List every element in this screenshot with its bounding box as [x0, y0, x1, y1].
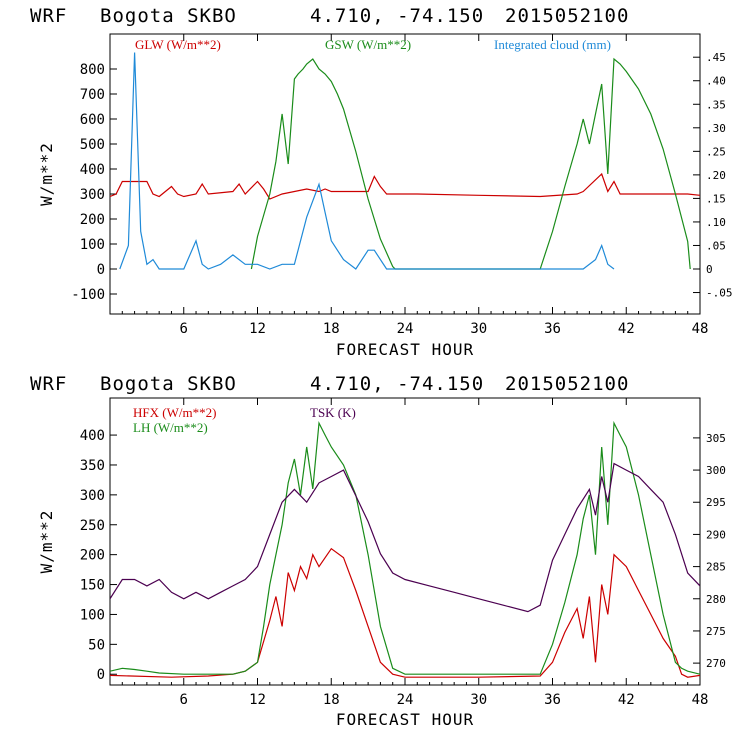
- x-tick-label: 6: [180, 692, 188, 708]
- y2-tick-label: 295: [706, 496, 726, 509]
- y-tick-label: 800: [80, 62, 105, 78]
- y-tick-label: 100: [80, 607, 105, 623]
- header-coords: 4.710, -74.150: [310, 5, 484, 27]
- y-tick-label: 100: [80, 237, 105, 253]
- header-station: Bogota SKBO: [100, 5, 237, 27]
- plot-frame: [109, 397, 701, 686]
- y2-tick-label: 275: [706, 625, 726, 638]
- x-tick-label: 12: [249, 692, 266, 708]
- y2-tick-label: .15: [706, 192, 726, 205]
- y2-tick-label: .20: [706, 169, 726, 182]
- x-tick-label: 48: [692, 321, 709, 337]
- x-tick-label: 36: [544, 321, 561, 337]
- x-axis-label: FORECAST HOUR: [336, 340, 474, 359]
- y-tick-label: 350: [80, 458, 105, 474]
- y2-tick-label: 270: [706, 657, 726, 670]
- y-tick-label: 700: [80, 87, 105, 103]
- header-coords: 4.710, -74.150: [310, 373, 484, 395]
- y-tick-label: 50: [88, 637, 105, 653]
- y2-tick-label: 305: [706, 432, 726, 445]
- legend-entry: Integrated cloud (mm): [494, 37, 611, 52]
- x-tick-label: 24: [397, 692, 414, 708]
- series-line-hfx: [110, 547, 700, 678]
- y2-tick-label: 280: [706, 593, 726, 606]
- x-tick-label: 30: [470, 692, 487, 708]
- x-tick-label: 36: [544, 692, 561, 708]
- series-line-integrated-cloud: [119, 52, 615, 270]
- y-tick-label: 0: [97, 262, 105, 278]
- y2-tick-label: .40: [706, 75, 726, 88]
- y-tick-label: -100: [71, 287, 105, 303]
- x-tick-label: 18: [323, 321, 340, 337]
- y-tick-label: 200: [80, 548, 105, 564]
- x-tick-label: 24: [397, 321, 414, 337]
- x-tick-label: 42: [618, 692, 635, 708]
- y2-tick-label: 290: [706, 528, 726, 541]
- y-tick-label: 200: [80, 212, 105, 228]
- x-tick-label: 18: [323, 692, 340, 708]
- series-line-glw: [110, 172, 700, 200]
- y-tick-label: 300: [80, 187, 105, 203]
- y2-tick-label: .05: [706, 239, 726, 252]
- y-tick-label: 400: [80, 428, 105, 444]
- x-tick-label: 42: [618, 321, 635, 337]
- legend-entry: GLW (W/m**2): [135, 37, 221, 52]
- legend-entry: LH (W/m**2): [133, 420, 208, 435]
- y2-tick-label: 285: [706, 561, 726, 574]
- series-line-tsk: [110, 462, 700, 613]
- y2-tick-label: .35: [706, 98, 726, 111]
- plot-frame: [109, 33, 701, 315]
- series-line-gsw: [250, 57, 691, 270]
- header-model: WRF: [30, 5, 67, 27]
- chart-panel-1: WRF Bogota SKBO 4.710, -74.150 2015052100 6 1…: [30, 5, 733, 359]
- header-init-time: 2015052100: [505, 5, 629, 27]
- legend-entry: TSK (K): [310, 405, 356, 420]
- x-tick-label: 30: [470, 321, 487, 337]
- y-tick-label: 0: [97, 667, 105, 683]
- x-tick-label: 48: [692, 692, 709, 708]
- y2-tick-label: -.05: [706, 287, 733, 300]
- y-tick-label: 500: [80, 137, 105, 153]
- y-tick-label: 150: [80, 578, 105, 594]
- header-station: Bogota SKBO: [100, 373, 237, 395]
- header-model: WRF: [30, 373, 67, 395]
- legend-entry: GSW (W/m**2): [325, 37, 411, 52]
- y2-tick-label: .25: [706, 145, 726, 158]
- y-axis-label: W/m**2: [37, 142, 56, 206]
- y-tick-label: 400: [80, 162, 105, 178]
- series-line-lh: [110, 420, 700, 675]
- y2-tick-label: .30: [706, 122, 726, 135]
- y2-tick-label: .10: [706, 216, 726, 229]
- y2-tick-label: .45: [706, 51, 726, 64]
- y-tick-label: 300: [80, 488, 105, 504]
- y2-tick-label: 0: [706, 263, 713, 276]
- legend-entry: HFX (W/m**2): [133, 405, 216, 420]
- x-axis-label: FORECAST HOUR: [336, 710, 474, 729]
- y-tick-label: 250: [80, 518, 105, 534]
- header-init-time: 2015052100: [505, 373, 629, 395]
- y-axis-label: W/m**2: [37, 510, 56, 574]
- y2-tick-label: 300: [706, 464, 726, 477]
- chart-panel-2: WRF Bogota SKBO 4.710, -74.150 2015052100 6 1…: [30, 373, 726, 729]
- x-tick-label: 12: [249, 321, 266, 337]
- y-tick-label: 600: [80, 112, 105, 128]
- x-tick-label: 6: [180, 321, 188, 337]
